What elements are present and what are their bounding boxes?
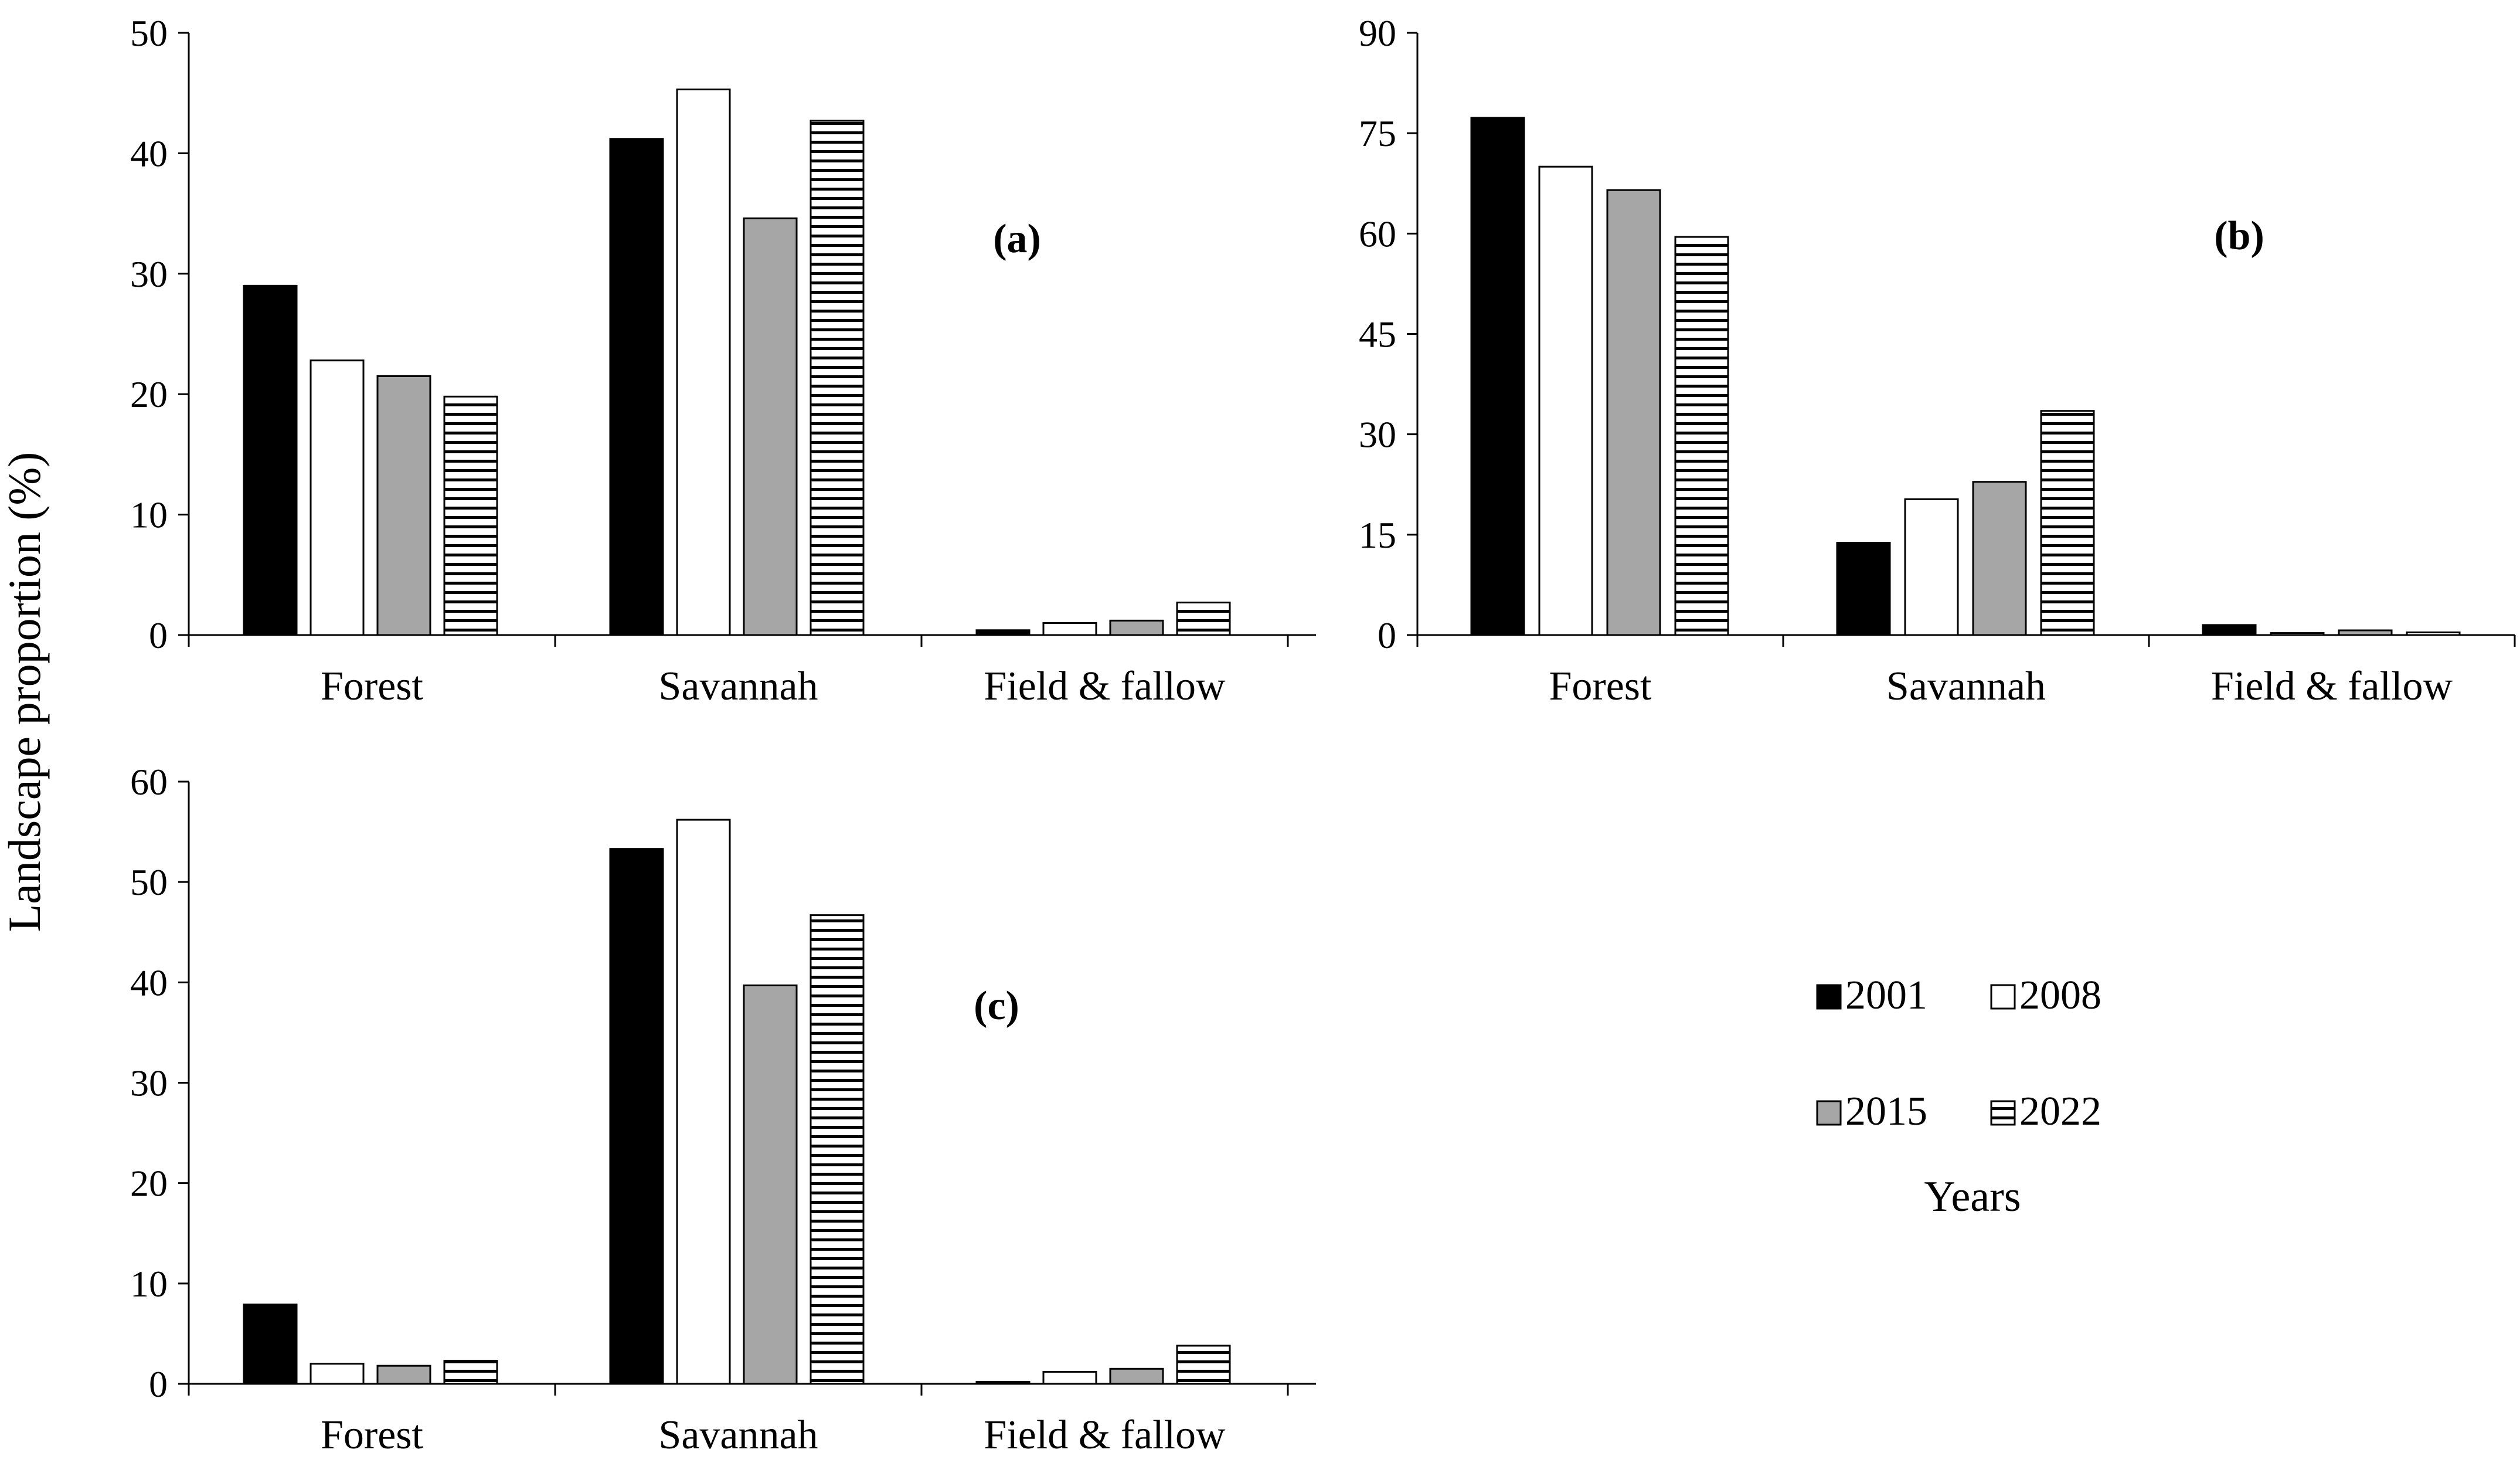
bar-a-field-fallow-2008 [1042,622,1097,636]
x-tick-label-c-field-fallow: Field & fallow [984,1413,1226,1458]
bar-c-savannah-2015 [743,984,798,1385]
x-tick-label-c-savannah: Savannah [658,1413,818,1458]
y-tick-label-a-10: 10 [130,494,168,536]
y-tick-label-b-60: 60 [1359,213,1396,254]
bar-b-savannah-2001 [1836,542,1891,636]
bar-a-savannah-2001 [609,138,664,636]
panel-a: (a) 0 10 20 30 40 50 Forest Savannah Field & fal… [130,12,1316,709]
bar-a-savannah-2015 [743,217,798,636]
bar-c-forest-2015 [376,1364,431,1385]
bar-b-savannah-2015 [1972,481,2027,636]
bar-b-forest-2001 [1470,117,1525,636]
y-tick-label-b-75: 75 [1359,113,1396,154]
legend-swatch-2022 [1990,1100,2016,1126]
legend-label-2008: 2008 [2019,973,2101,1018]
bar-c-forest-2008 [310,1363,365,1385]
y-tick-label-b-90: 90 [1359,12,1396,54]
legend-title: Years [1924,1173,2021,1221]
bar-b-savannah-2022 [2040,410,2095,636]
panel-tag-c: (c) [974,983,1019,1028]
legend: 2001 2008 2015 2022 Years [1816,973,2101,1221]
legend-swatch-2008 [1990,984,2016,1010]
bar-c-field-fallow-2022 [1176,1345,1231,1385]
y-tick-label-a-30: 30 [130,253,168,295]
bar-a-forest-2001 [243,284,298,636]
x-tick-label-b-savannah: Savannah [1886,664,2046,709]
panel-b: (b) 0 15 30 45 60 75 90 Forest Savannah Field & f… [1359,12,2516,709]
legend-swatch-2015 [1816,1100,1842,1126]
y-tick-label-c-20: 20 [130,1163,168,1204]
y-tick-label-a-50: 50 [130,12,168,54]
y-tick-label-a-40: 40 [130,133,168,174]
y-tick-label-c-60: 60 [130,761,168,803]
y-tick-label-b-30: 30 [1359,414,1396,456]
y-tick-label-b-15: 15 [1359,514,1396,556]
bar-a-field-fallow-2015 [1109,619,1164,636]
legend-label-2015: 2015 [1845,1089,1927,1134]
x-tick-label-b-forest: Forest [1549,664,1652,709]
legend-label-2001: 2001 [1845,973,1927,1018]
panel-c: (c) 0 10 20 30 40 50 60 Forest Savannah Field & f… [130,761,1316,1458]
bar-c-forest-2022 [443,1360,498,1385]
bar-b-field-fallow-2001 [2202,624,2257,636]
x-tick-label-a-forest: Forest [321,664,424,709]
bar-c-savannah-2001 [609,848,664,1385]
y-tick-label-c-10: 10 [130,1263,168,1305]
x-tick-label-b-field-fallow: Field & fallow [2211,664,2453,709]
bar-c-field-fallow-2015 [1109,1367,1164,1385]
y-tick-label-a-20: 20 [130,374,168,415]
x-tick-label-a-savannah: Savannah [658,664,818,709]
bar-a-forest-2022 [443,395,498,636]
bar-a-savannah-2022 [810,120,865,636]
bar-c-savannah-2008 [676,819,731,1385]
legend-swatch-2001 [1816,984,1842,1010]
y-tick-label-c-0: 0 [149,1363,168,1405]
y-tick-label-b-45: 45 [1359,314,1396,355]
bar-c-savannah-2022 [810,914,865,1385]
y-tick-label-a-0: 0 [149,615,168,656]
bar-b-forest-2015 [1606,189,1661,636]
panel-tag-b: (b) [2214,213,2264,259]
y-axis-title: Landscape proportion (%) [0,452,50,932]
legend-label-2022: 2022 [2019,1089,2101,1134]
bar-c-forest-2001 [243,1304,298,1385]
x-tick-label-c-forest: Forest [321,1413,424,1458]
bar-a-field-fallow-2022 [1176,602,1231,636]
y-tick-label-b-0: 0 [1378,615,1396,656]
y-tick-label-c-50: 50 [130,861,168,903]
y-tick-label-c-30: 30 [130,1063,168,1104]
x-tick-label-a-field-fallow: Field & fallow [984,664,1226,709]
bar-a-savannah-2008 [676,89,731,636]
bar-a-forest-2015 [376,375,431,636]
bar-b-forest-2022 [1674,236,1729,636]
bar-b-savannah-2008 [1904,498,1959,636]
panel-tag-a: (a) [993,216,1041,262]
y-tick-label-c-40: 40 [130,962,168,1003]
bar-c-field-fallow-2008 [1042,1370,1097,1385]
bar-a-forest-2008 [310,359,365,636]
bar-b-forest-2008 [1538,165,1593,636]
